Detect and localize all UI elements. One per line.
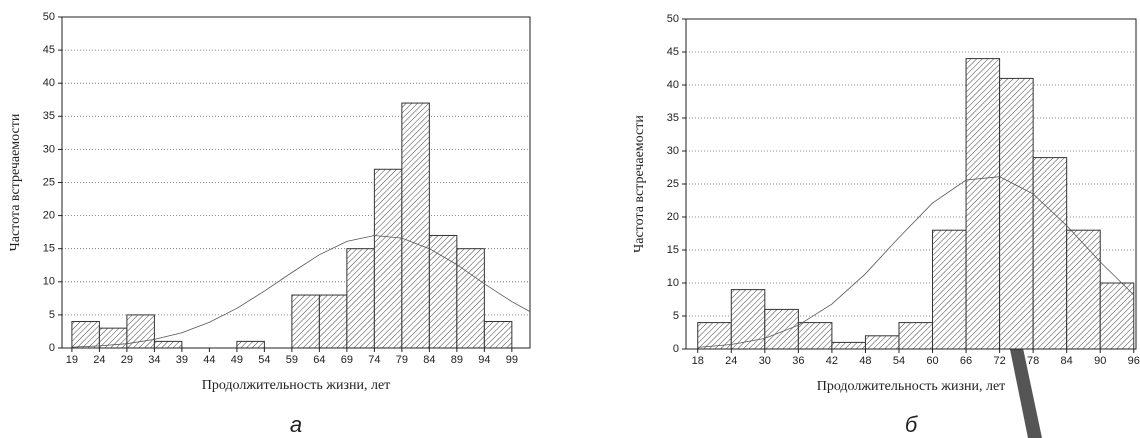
caption: а: [290, 412, 302, 437]
y-axis-label: Частота встречаемости: [632, 115, 647, 253]
normal-curve: [697, 176, 1135, 348]
x-axis-label: Продолжительность жизни, лет: [817, 379, 1006, 394]
y-tick-label: 0: [49, 342, 55, 354]
bar: [428, 234, 458, 349]
bar: [932, 229, 967, 350]
x-tick-label: 84: [423, 354, 435, 366]
x-tick-label: 54: [258, 354, 270, 366]
x-tick-label: 19: [66, 354, 78, 366]
x-tick-label: 36: [792, 355, 804, 367]
y-tick-label: 40: [43, 77, 55, 89]
bar: [483, 321, 513, 349]
y-tick-label: 50: [43, 11, 55, 23]
bar: [730, 289, 766, 350]
bar: [456, 248, 485, 349]
x-tick-label: 74: [368, 354, 380, 366]
bar: [1066, 229, 1101, 350]
bar: [318, 294, 348, 349]
x-tick-label: 24: [725, 355, 737, 367]
x-tick-label: 30: [759, 355, 771, 367]
x-axis-label: Продолжительность жизни, лет: [202, 378, 391, 393]
x-tick-label: 29: [121, 354, 133, 366]
x-tick-label: 48: [859, 355, 871, 367]
x-tick-label: 59: [286, 354, 298, 366]
x-tick-label: 18: [692, 355, 704, 367]
x-tick-label: 94: [478, 354, 490, 366]
bar: [71, 321, 100, 349]
y-tick-label: 20: [667, 211, 679, 223]
x-tick-label: 69: [341, 354, 353, 366]
caption: б: [905, 412, 919, 437]
y-tick-label: 20: [43, 210, 55, 222]
bar: [401, 102, 430, 349]
x-tick-label: 39: [176, 354, 188, 366]
bar: [236, 340, 265, 349]
x-tick-label: 66: [960, 355, 972, 367]
x-tick-label: 44: [203, 354, 215, 366]
x-tick-label: 72: [993, 355, 1005, 367]
x-tick-label: 54: [893, 355, 905, 367]
y-tick-label: 10: [43, 276, 55, 288]
y-tick-label: 5: [49, 309, 55, 321]
x-tick-label: 24: [93, 354, 105, 366]
y-tick-label: 15: [43, 243, 55, 255]
bar: [764, 308, 799, 350]
y-tick-label: 0: [673, 343, 679, 355]
normal-curve: [71, 235, 531, 348]
x-tick-label: 42: [826, 355, 838, 367]
y-tick-label: 50: [667, 13, 679, 25]
y-axis-label: Частота встречаемости: [8, 113, 23, 251]
x-tick-label: 89: [451, 354, 463, 366]
x-tick-label: 60: [926, 355, 938, 367]
y-tick-label: 35: [667, 112, 679, 124]
x-tick-label: 49: [231, 354, 243, 366]
y-tick-label: 45: [667, 46, 679, 58]
bar: [373, 168, 403, 349]
bar: [797, 322, 833, 350]
bar: [1099, 282, 1135, 350]
bar: [291, 294, 320, 349]
y-tick-label: 25: [667, 178, 679, 190]
x-tick-label: 96: [1128, 355, 1140, 367]
x-tick-label: 64: [313, 354, 325, 366]
bar: [346, 248, 375, 349]
y-tick-label: 25: [43, 176, 55, 188]
x-tick-label: 78: [1027, 355, 1039, 367]
y-tick-label: 5: [673, 310, 679, 322]
plot-frame: [685, 18, 1137, 350]
y-tick-label: 30: [667, 145, 679, 157]
y-tick-label: 30: [43, 143, 55, 155]
y-tick-label: 10: [667, 277, 679, 289]
bar: [831, 341, 866, 350]
y-tick-label: 15: [667, 244, 679, 256]
x-tick-label: 79: [396, 354, 408, 366]
x-tick-label: 99: [506, 354, 518, 366]
x-tick-label: 84: [1061, 355, 1073, 367]
bar: [999, 77, 1034, 350]
y-tick-label: 35: [43, 110, 55, 122]
y-tick-label: 45: [43, 44, 55, 56]
bar: [1032, 157, 1068, 350]
plot-frame: [61, 16, 531, 349]
y-tick-label: 40: [667, 79, 679, 91]
bar: [153, 340, 183, 349]
bar: [864, 335, 900, 350]
x-tick-label: 34: [148, 354, 160, 366]
bar: [965, 58, 1001, 350]
x-tick-label: 90: [1094, 355, 1106, 367]
bar: [898, 322, 934, 350]
